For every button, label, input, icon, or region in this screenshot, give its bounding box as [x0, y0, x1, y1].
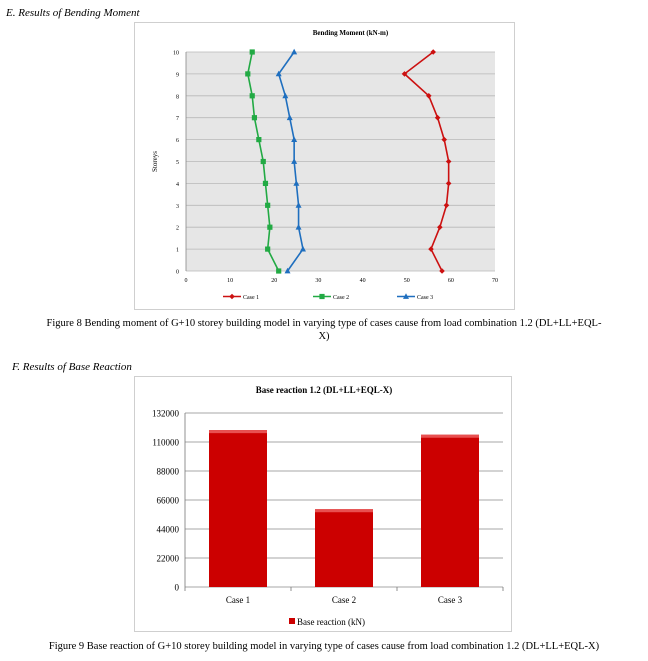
y-tick-label: 10 — [173, 51, 179, 57]
bar-case-2 — [315, 509, 373, 587]
data-point — [284, 267, 291, 274]
y-tick-label: 88000 — [157, 467, 180, 477]
data-point — [434, 114, 441, 121]
x-tick-label: 20 — [271, 278, 277, 284]
x-tick-label: 0 — [185, 278, 188, 284]
x-category-label: Case 3 — [438, 595, 463, 605]
y-tick-label: 9 — [176, 72, 179, 78]
chart-title: Bending Moment (kN-m) — [313, 29, 389, 37]
series-case-2 — [245, 49, 282, 274]
legend-marker — [229, 293, 235, 300]
y-tick-label: 66000 — [157, 496, 180, 506]
data-point — [437, 224, 443, 230]
x-tick-label: 30 — [315, 278, 321, 284]
x-tick-label: 40 — [360, 278, 366, 284]
data-point — [282, 92, 289, 99]
y-tick-label: 5 — [176, 160, 179, 166]
figure8-caption-line2: X) — [318, 331, 330, 342]
y-tick-label: 132000 — [152, 409, 180, 419]
legend-marker — [319, 293, 325, 300]
bar-highlight — [315, 509, 373, 513]
data-point — [293, 180, 300, 186]
section-f-heading: F. Results of Base Reaction — [12, 361, 132, 373]
data-point — [291, 136, 298, 142]
x-tick-label: 50 — [404, 278, 410, 284]
data-point — [251, 115, 258, 121]
x-category-label: Case 2 — [332, 595, 356, 605]
y-tick-label: 22000 — [157, 554, 180, 564]
data-point — [262, 180, 269, 186]
legend-marker — [403, 293, 409, 299]
y-tick-label: 0 — [176, 270, 179, 276]
legend-label: Case 3 — [417, 295, 433, 301]
y-tick-label: 7 — [176, 116, 179, 122]
base-reaction-chart: Base reaction 1.2 (DL+LL+EQL-X) 0 22000 440… — [134, 376, 512, 632]
data-point — [275, 70, 282, 77]
y-tick-label: 8 — [176, 94, 179, 100]
data-point — [267, 224, 273, 230]
data-point — [265, 202, 271, 208]
data-point — [439, 268, 445, 274]
x-tick-label: 60 — [448, 278, 454, 284]
y-tick-label: 44000 — [157, 525, 180, 535]
y-tick-label: 4 — [176, 182, 179, 188]
series-case-3 — [275, 48, 306, 274]
base-reaction-svg: Base reaction 1.2 (DL+LL+EQL-X) 0 22000 440… — [152, 385, 504, 627]
data-point — [295, 224, 302, 230]
y-tick-label: 110000 — [152, 438, 179, 448]
legend-label: Case 2 — [333, 295, 349, 301]
legend-swatch — [289, 618, 295, 624]
y-tick-label: 0 — [175, 583, 180, 593]
data-point — [249, 49, 255, 55]
data-point — [265, 246, 271, 252]
bar-case-1 — [209, 430, 267, 587]
y-tick-label: 1 — [176, 248, 179, 254]
section-e-heading: E. Results of Bending Moment — [6, 7, 140, 19]
y-tick-label: 3 — [176, 204, 179, 210]
legend-label: Base reaction (kN) — [297, 617, 365, 627]
data-point — [428, 246, 434, 252]
bar-highlight — [421, 434, 479, 438]
data-point — [443, 202, 450, 209]
data-point — [249, 93, 255, 99]
y-tick-label: 6 — [176, 138, 179, 144]
chart-title: Base reaction 1.2 (DL+LL+EQL-X) — [256, 385, 393, 395]
figure8-caption: Figure 8 Bending moment of G+10 storey b… — [4, 317, 644, 343]
data-point — [291, 158, 298, 164]
data-point — [260, 158, 266, 165]
bar-case-3 — [421, 434, 479, 587]
x-tick-label: 10 — [227, 278, 233, 284]
data-point — [445, 158, 452, 165]
data-point — [299, 245, 306, 252]
bending-moment-chart: Bending Moment (kN-m) 0 1 2 3 4 5 6 7 8 9 10 0 10 20 30… — [134, 22, 515, 310]
data-point — [291, 48, 298, 55]
data-point — [445, 180, 452, 187]
data-point — [401, 71, 408, 77]
bar-highlight — [209, 430, 267, 434]
x-category-label: Case 1 — [226, 595, 250, 605]
legend-label: Case 1 — [243, 295, 259, 301]
x-tick-label: 70 — [492, 278, 498, 284]
data-point — [425, 93, 432, 99]
bending-moment-svg: Bending Moment (kN-m) 0 1 2 3 4 5 6 7 8 9 10 0 10 20 30… — [151, 29, 498, 301]
y-axis-label: Storeys — [151, 151, 159, 172]
figure9-caption: Figure 9 Base reaction of G+10 storey bu… — [48, 641, 600, 652]
y-tick-label: 2 — [176, 226, 179, 232]
figure8-caption-line1: Figure 8 Bending moment of G+10 storey b… — [46, 318, 602, 329]
data-point — [245, 71, 251, 77]
data-point — [295, 202, 302, 208]
data-point — [276, 268, 282, 274]
data-point — [256, 137, 262, 143]
data-point — [286, 114, 293, 121]
data-point — [441, 136, 448, 143]
